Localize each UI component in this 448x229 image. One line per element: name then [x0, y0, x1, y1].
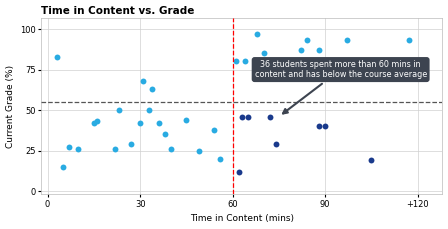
Point: [211, 128, 218, 131]
Point: [260, 52, 267, 55]
Point: [315, 124, 323, 128]
Point: [137, 121, 144, 125]
Point: [322, 124, 329, 128]
Point: [235, 170, 242, 174]
Point: [315, 48, 323, 52]
Point: [217, 157, 224, 161]
Point: [168, 147, 175, 151]
Text: 36 students spent more than 60 mins in
content and has below the course average: 36 students spent more than 60 mins in c…: [254, 60, 427, 113]
Point: [254, 32, 261, 36]
Point: [374, 60, 381, 63]
Point: [232, 60, 239, 63]
Point: [65, 145, 73, 149]
Point: [245, 115, 252, 118]
Point: [140, 79, 147, 83]
Point: [238, 115, 246, 118]
Point: [155, 121, 162, 125]
Point: [127, 142, 134, 146]
Point: [303, 38, 310, 42]
Point: [343, 38, 350, 42]
Point: [112, 147, 119, 151]
Point: [183, 118, 190, 122]
Point: [149, 87, 156, 91]
Point: [368, 158, 375, 162]
X-axis label: Time in Content (mins): Time in Content (mins): [190, 214, 294, 224]
Point: [53, 55, 60, 58]
Point: [241, 60, 249, 63]
Point: [325, 65, 332, 68]
Point: [60, 165, 67, 169]
Point: [272, 142, 280, 146]
Point: [146, 108, 153, 112]
Point: [195, 149, 202, 153]
Point: [161, 133, 168, 136]
Point: [90, 121, 98, 125]
Y-axis label: Current Grade (%): Current Grade (%): [5, 65, 14, 147]
Point: [75, 147, 82, 151]
Text: Time in Content vs. Grade: Time in Content vs. Grade: [41, 5, 195, 16]
Point: [115, 108, 122, 112]
Point: [266, 115, 273, 118]
Point: [279, 60, 286, 63]
Point: [93, 120, 100, 123]
Point: [405, 38, 412, 42]
Point: [297, 48, 304, 52]
